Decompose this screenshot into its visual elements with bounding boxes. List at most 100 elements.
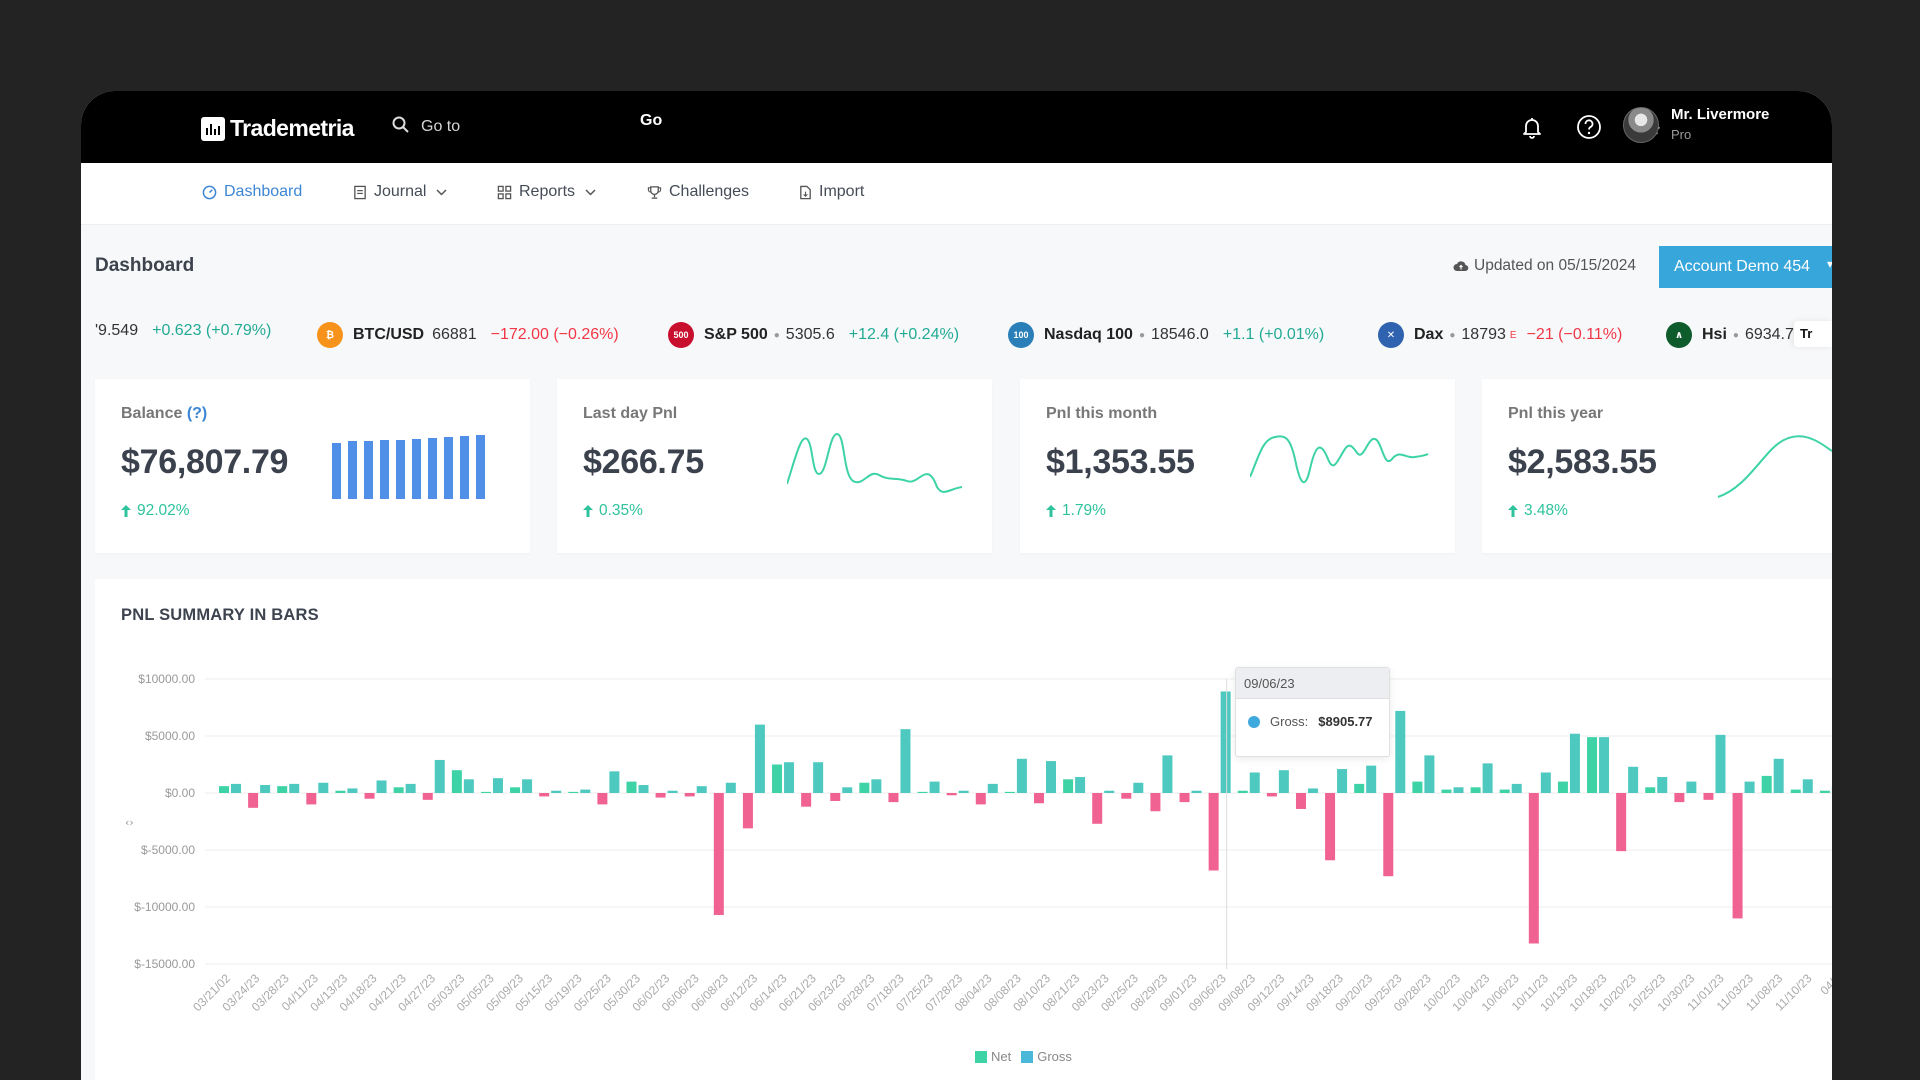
net-bar (1703, 793, 1714, 800)
go-button[interactable]: Go (640, 112, 663, 129)
gross-bar (522, 779, 533, 793)
net-bar (277, 786, 288, 793)
nav-journal[interactable]: Journal (353, 183, 448, 201)
gross-bar (871, 779, 882, 793)
bell-icon[interactable] (1518, 113, 1546, 141)
search-icon (391, 115, 411, 140)
ticker-item-nasdaq100[interactable]: 100 Nasdaq 100 ● 18546.0 +1.1 (+0.01%) (1008, 322, 1324, 348)
gross-bar (405, 783, 416, 793)
x-tick-label: 04/1 (1817, 971, 1832, 998)
net-bar (1150, 793, 1161, 812)
last-day-pnl-sparkline (787, 432, 963, 493)
cloud-icon (1453, 261, 1469, 272)
gross-bar (609, 771, 620, 793)
gross-bar (929, 781, 940, 793)
chart-tooltip: 09/06/23 Gross: $8905.77 (1235, 667, 1390, 757)
gross-bar (1686, 781, 1697, 793)
gross-bar (318, 782, 329, 793)
arrow-up-icon (583, 505, 593, 517)
ticker-item-hsi[interactable]: ∧ Hsi ● 6934.7 (1666, 322, 1808, 348)
net-bar (597, 793, 608, 805)
net-bar (480, 791, 491, 793)
net-bar (335, 790, 346, 793)
ticker-item-partial[interactable]: '9.549 +0.623 (+0.79%) (95, 322, 271, 340)
y-tick-label: $5000.00 (145, 729, 195, 743)
net-bar (975, 793, 986, 805)
gross-bar (1482, 763, 1493, 793)
pnl-year-value: $2,583.55 (1508, 443, 1657, 481)
gross-bar (754, 724, 765, 793)
arrow-up-icon (121, 505, 131, 517)
gross-bar (813, 762, 824, 793)
user-name[interactable]: Mr. Livermore (1671, 106, 1770, 123)
net-bar (1645, 787, 1656, 793)
ticker-change: +0.623 (+0.79%) (152, 322, 272, 339)
ticker-item-sp500[interactable]: 500 S&P 500 ● 5305.6 +12.4 (+0.24%) (668, 322, 959, 348)
nav-reports[interactable]: Reports (497, 183, 596, 201)
gross-bar (434, 759, 445, 793)
legend-gross[interactable]: Gross (1021, 1049, 1072, 1064)
net-bar (568, 791, 579, 793)
pnl-month-card: Pnl this month $1,353.55 1.79% (1020, 379, 1455, 553)
net-bar (1557, 781, 1568, 793)
reports-icon (497, 185, 512, 200)
net-bar (539, 793, 550, 797)
pnl-month-change-value: 1.79% (1062, 502, 1106, 519)
gross-bar (1802, 779, 1813, 793)
gross-bar (492, 778, 503, 793)
gross-bar (1133, 782, 1144, 793)
brand-logo[interactable]: Trademetria (201, 115, 354, 142)
brand-name: Trademetria (230, 115, 354, 141)
logo-mark-icon (201, 116, 225, 141)
balance-help-link[interactable]: (?) (186, 405, 208, 422)
net-bar (1412, 781, 1423, 793)
legend-gross-label: Gross (1037, 1049, 1072, 1064)
ticker-item-btcusd[interactable]: ₿ BTC/USD 66881 −172.00 (−0.26%) (317, 322, 619, 348)
account-select-button[interactable]: Account Demo 454 ▾ (1659, 246, 1832, 288)
market-status-dot: ● (1449, 329, 1456, 341)
pnl-bar-chart[interactable]: $10000.00 $5000.00 $0.00 $-5000.00 $-10000.0… (95, 579, 1832, 1080)
pnl-month-change: 1.79% (1046, 502, 1106, 520)
gross-bar (1744, 781, 1755, 793)
net-bar (1674, 793, 1685, 803)
net-bar (888, 793, 899, 803)
nav-import[interactable]: Import (799, 183, 864, 201)
gross-bar (667, 790, 678, 793)
search-input[interactable] (421, 113, 621, 141)
net-bar (422, 793, 433, 800)
gross-bar (1249, 772, 1260, 793)
net-bar (1441, 789, 1452, 793)
user-plan: Pro (1671, 127, 1692, 142)
nav-journal-label: Journal (374, 183, 427, 200)
ticker-tape[interactable]: '9.549 +0.623 (+0.79%) ₿ BTC/USD 66881 −… (81, 313, 1832, 353)
arrow-up-icon (1046, 505, 1056, 517)
pnl-year-card: Pnl this year $2,583.55 3.48% (1482, 379, 1832, 553)
y-tick-label: $-10000.00 (134, 900, 195, 914)
net-bar (1819, 790, 1830, 793)
app-window: Trademetria Go Mr. Livermore Pro Dashboa… (81, 91, 1832, 1080)
account-label: Account Demo 454 (1674, 258, 1811, 275)
gross-bar (1773, 758, 1784, 793)
nav-dashboard[interactable]: Dashboard (202, 183, 302, 201)
ticker-symbol: BTC/USD (353, 326, 425, 343)
trophy-icon (647, 185, 662, 200)
last-day-pnl-change: 0.35% (583, 502, 643, 520)
gross-bar (1715, 734, 1726, 793)
help-icon[interactable] (1575, 113, 1603, 141)
ticker-price: 6934.7 (1744, 326, 1794, 343)
arrow-up-icon (1508, 505, 1518, 517)
legend-net[interactable]: Net (975, 1049, 1011, 1064)
ticker-item-dax[interactable]: ✕ Dax ● 18793 E −21 (−0.11%) (1378, 322, 1622, 348)
avatar[interactable] (1623, 107, 1659, 143)
nav-challenges[interactable]: Challenges (647, 183, 749, 201)
y-tick-label: $10000.00 (138, 672, 195, 686)
gross-bar (1395, 710, 1406, 793)
net-bar (1063, 779, 1074, 793)
net-bar (1383, 793, 1394, 877)
pnl-year-sparkline (1717, 435, 1832, 498)
tradingview-badge[interactable]: Tr (1794, 321, 1832, 347)
gross-bar (1307, 788, 1318, 793)
ticker-symbol: Dax (1414, 326, 1444, 343)
nasdaq-icon: 100 (1008, 322, 1034, 348)
pnl-year-change: 3.48% (1508, 502, 1568, 520)
